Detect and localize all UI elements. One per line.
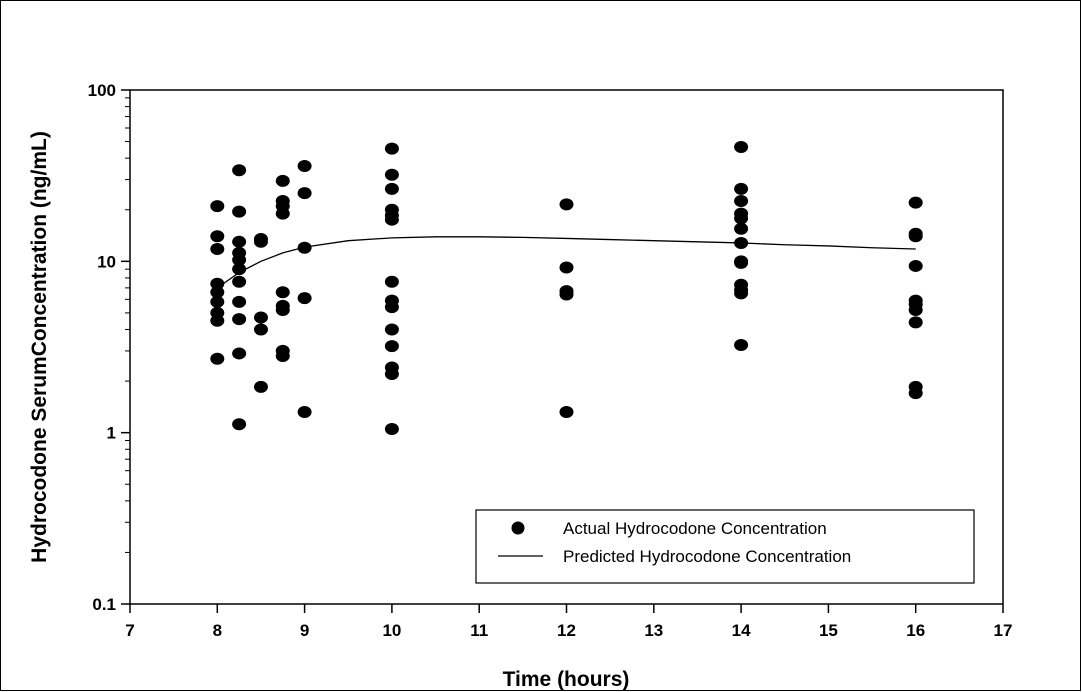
actual-concentration-point	[253, 235, 268, 248]
actual-concentration-point	[384, 340, 399, 353]
actual-concentration-point	[734, 236, 749, 249]
actual-concentration-point	[210, 277, 225, 290]
actual-concentration-point	[210, 230, 225, 243]
y-tick-label: 100	[88, 81, 116, 100]
actual-concentration-point	[232, 275, 247, 288]
actual-concentration-point	[384, 423, 399, 436]
actual-concentration-point	[210, 295, 225, 308]
axes: 7 8 9 10 11 12 13 14 15 16 17 0.1 1 10 100	[88, 81, 1013, 640]
actual-concentration-point	[210, 200, 225, 213]
actual-concentration-point	[232, 235, 247, 248]
actual-concentration-point	[275, 207, 290, 220]
actual-concentration-point	[559, 198, 574, 211]
actual-concentration-point	[908, 196, 923, 209]
actual-concentration-point	[384, 323, 399, 336]
actual-concentration-point	[232, 205, 247, 218]
actual-concentration-point	[384, 142, 399, 155]
legend-box	[475, 509, 975, 584]
actual-concentration-point	[232, 263, 247, 276]
x-tick-label: 7	[125, 621, 134, 640]
actual-concentration-point	[908, 259, 923, 272]
actual-concentration-point	[734, 287, 749, 300]
x-tick-label: 12	[557, 621, 576, 640]
actual-concentration-point	[232, 418, 247, 431]
actual-concentration-point	[297, 160, 312, 173]
actual-concentration-point	[384, 182, 399, 195]
actual-concentration-point	[275, 350, 290, 363]
legend: Actual Hydrocodone Concentration Predict…	[475, 509, 975, 584]
actual-concentration-point	[384, 213, 399, 226]
actual-concentration-point	[384, 301, 399, 314]
actual-concentration-point	[297, 241, 312, 254]
x-tick-label: 8	[213, 621, 222, 640]
actual-concentration-point	[734, 212, 749, 225]
legend-marker-actual	[511, 521, 525, 535]
actual-concentration-point	[908, 303, 923, 316]
actual-concentration-point	[232, 253, 247, 266]
x-tick-label: 16	[906, 621, 925, 640]
y-tick-label: 1	[107, 424, 116, 443]
actual-concentration-point	[275, 286, 290, 299]
actual-concentration-point	[253, 380, 268, 393]
actual-concentration-point	[232, 295, 247, 308]
actual-concentration-point	[297, 406, 312, 419]
marks	[210, 140, 923, 436]
actual-concentration-point	[559, 261, 574, 274]
actual-concentration-point	[210, 286, 225, 299]
actual-concentration-point	[734, 140, 749, 153]
actual-concentration-point	[210, 243, 225, 256]
actual-concentration-point	[275, 174, 290, 187]
actual-concentration-point	[232, 164, 247, 177]
actual-concentration-point	[297, 292, 312, 305]
x-tick-label: 17	[994, 621, 1013, 640]
x-tick-label: 10	[382, 621, 401, 640]
actual-concentration-point	[734, 256, 749, 269]
x-axis-title: Time (hours)	[503, 668, 630, 691]
actual-concentration-point	[384, 275, 399, 288]
actual-concentration-point	[275, 303, 290, 316]
x-tick-label: 13	[644, 621, 663, 640]
actual-concentration-point	[559, 288, 574, 301]
actual-concentration-point	[210, 314, 225, 327]
actual-concentration-point	[734, 222, 749, 235]
actual-concentration-point	[908, 230, 923, 243]
actual-concentration-point	[384, 168, 399, 181]
x-tick-label: 11	[470, 621, 488, 640]
actual-concentration-point	[908, 387, 923, 400]
actual-concentration-point	[559, 406, 574, 419]
actual-concentration-point	[232, 313, 247, 326]
x-tick-label: 9	[300, 621, 309, 640]
actual-concentration-point	[734, 194, 749, 207]
actual-concentration-point	[297, 187, 312, 200]
actual-concentration-point	[734, 338, 749, 351]
actual-concentration-point	[908, 316, 923, 329]
legend-label-actual: Actual Hydrocodone Concentration	[563, 519, 827, 538]
y-tick-label: 0.1	[92, 595, 116, 614]
y-tick-label: 10	[97, 252, 116, 271]
y-axis-title: Hydrocodone SerumConcentration (ng/mL)	[28, 131, 51, 563]
actual-concentration-point	[210, 352, 225, 365]
predicted-concentration-line	[216, 236, 916, 289]
legend-label-predicted: Predicted Hydrocodone Concentration	[563, 547, 851, 566]
actual-concentration-point	[253, 323, 268, 336]
actual-concentration-point	[734, 182, 749, 195]
actual-concentration-point	[232, 347, 247, 360]
actual-concentration-point	[384, 368, 399, 380]
x-tick-label: 15	[819, 621, 838, 640]
actual-concentration-point	[253, 311, 268, 324]
x-tick-label: 14	[732, 621, 751, 640]
